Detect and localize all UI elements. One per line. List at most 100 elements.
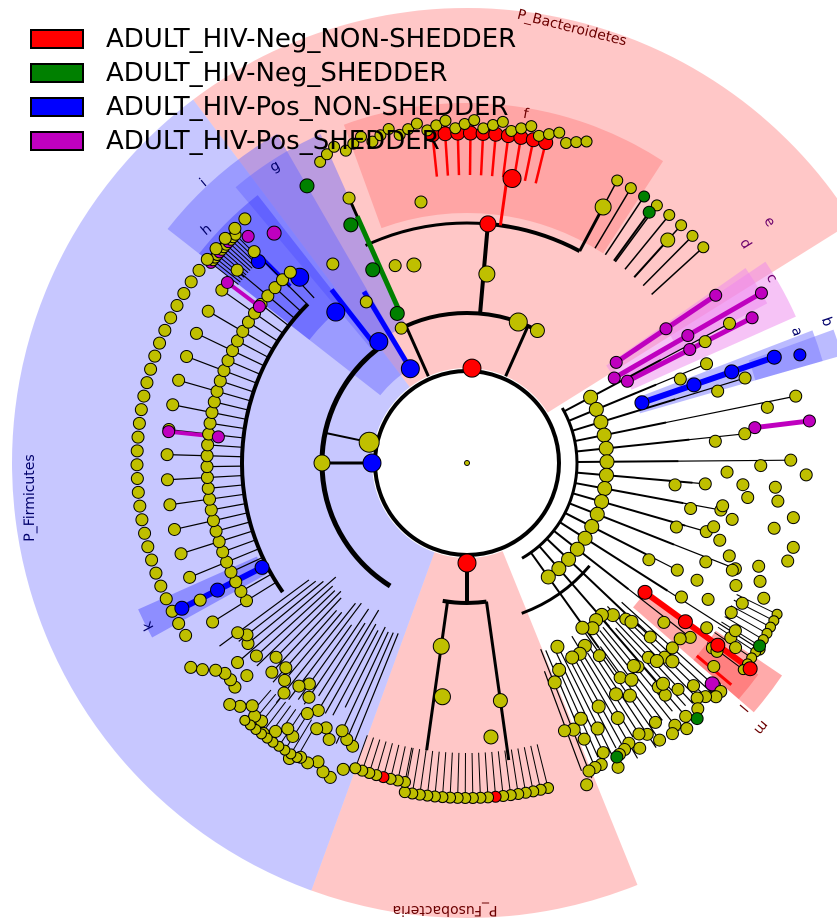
tree-branch xyxy=(606,474,706,485)
taxon-node xyxy=(728,624,742,638)
taxon-node xyxy=(575,620,590,635)
taxon-node xyxy=(400,359,420,379)
taxon-node xyxy=(209,663,223,677)
taxon-node xyxy=(725,512,739,526)
taxon-node xyxy=(700,357,714,371)
taxon-node xyxy=(633,741,647,755)
taxon-node xyxy=(529,323,545,339)
taxon-node xyxy=(799,468,813,482)
tree-branch xyxy=(319,609,380,708)
taxon-node xyxy=(374,129,387,142)
taxon-node xyxy=(238,212,252,226)
taxon-node xyxy=(725,563,739,577)
legend-item-hiv-pos-non-shedder: ADULT_HIV-Pos_NON-SHEDDER xyxy=(30,90,516,124)
taxon-node xyxy=(310,722,324,736)
taxon-node xyxy=(141,540,155,554)
taxon-node xyxy=(189,326,203,340)
taxon-node xyxy=(433,688,451,706)
taxon-node xyxy=(724,606,738,620)
taxon-node xyxy=(299,178,315,194)
taxon-node xyxy=(140,376,154,390)
taxon-node xyxy=(163,498,177,512)
taxon-node xyxy=(200,252,214,266)
taxon-node xyxy=(598,467,614,483)
taxon-node xyxy=(620,374,634,388)
tree-branch xyxy=(174,520,214,531)
taxon-node xyxy=(753,574,767,588)
tree-branch xyxy=(597,513,736,570)
taxon-node xyxy=(580,778,594,792)
tree-branch xyxy=(510,749,519,795)
taxon-node xyxy=(729,641,743,655)
legend-swatch-red xyxy=(30,29,84,49)
clade-marker-f: f xyxy=(522,106,531,123)
tree-branch xyxy=(212,600,247,623)
taxon-node xyxy=(192,263,206,277)
taxon-node xyxy=(653,733,667,747)
tree-branch xyxy=(276,590,342,657)
clade-node-f xyxy=(502,169,522,189)
taxon-node xyxy=(439,114,452,127)
tree-branch xyxy=(471,752,474,798)
taxon-node xyxy=(276,273,290,287)
taxon-node xyxy=(478,265,496,283)
tree-branch xyxy=(517,748,527,793)
taxon-node xyxy=(154,579,168,593)
tree-branch xyxy=(186,355,225,372)
tree-branch xyxy=(275,602,356,704)
taxon-node xyxy=(336,762,350,776)
taxon-node xyxy=(582,764,596,778)
taxon-node xyxy=(580,135,593,148)
taxon-node xyxy=(347,137,360,150)
taxon-node xyxy=(738,371,752,385)
root-node xyxy=(464,460,470,466)
tree-branch xyxy=(640,354,776,406)
phylum-label-firmicutes: P_Firmicutes xyxy=(22,454,38,541)
taxon-node xyxy=(551,561,567,577)
legend-item-hiv-pos-shedder: ADULT_HIV-Pos_SHEDDER xyxy=(30,124,516,158)
taxon-node xyxy=(326,257,340,271)
taxon-node xyxy=(561,551,577,567)
legend-label: ADULT_HIV-Neg_SHEDDER xyxy=(106,58,448,88)
taxon-node xyxy=(681,329,695,342)
tree-branch xyxy=(596,363,707,410)
taxon-node xyxy=(552,662,567,677)
taxon-node xyxy=(211,430,225,444)
taxon-node xyxy=(665,727,679,741)
taxon-node xyxy=(609,687,624,702)
clade-node-b xyxy=(793,348,807,362)
taxon-node xyxy=(281,722,295,736)
taxon-node xyxy=(707,520,721,534)
tree-branch xyxy=(600,377,746,423)
taxon-node xyxy=(716,499,730,513)
taxon-node xyxy=(768,480,782,494)
taxon-node xyxy=(648,715,662,729)
taxon-node xyxy=(753,639,767,653)
taxon-node xyxy=(339,144,352,157)
taxon-node xyxy=(577,530,593,546)
taxon-node xyxy=(239,714,251,726)
clade-node-i xyxy=(326,302,346,322)
taxon-node xyxy=(209,524,223,538)
legend-swatch-green xyxy=(30,63,84,83)
taxon-node xyxy=(358,431,380,453)
taxon-node xyxy=(160,473,174,487)
taxon-node xyxy=(710,637,726,653)
tree-branch xyxy=(347,632,394,737)
clade-marker-b: b xyxy=(818,315,836,329)
phylum-label-fusobacteria: P_Fusobacteria xyxy=(393,902,498,918)
taxon-node xyxy=(590,721,605,736)
taxon-node xyxy=(479,215,497,233)
tree-branch xyxy=(240,576,337,660)
taxon-node xyxy=(133,499,147,513)
taxon-node xyxy=(131,430,145,444)
taxon-node xyxy=(241,315,255,329)
taxon-node xyxy=(209,242,223,256)
taxon-node xyxy=(680,722,694,736)
taxon-node xyxy=(684,501,698,515)
tree-branch xyxy=(411,749,421,794)
taxon-node xyxy=(134,403,148,417)
legend-swatch-blue xyxy=(30,97,84,117)
taxon-node xyxy=(414,195,428,209)
